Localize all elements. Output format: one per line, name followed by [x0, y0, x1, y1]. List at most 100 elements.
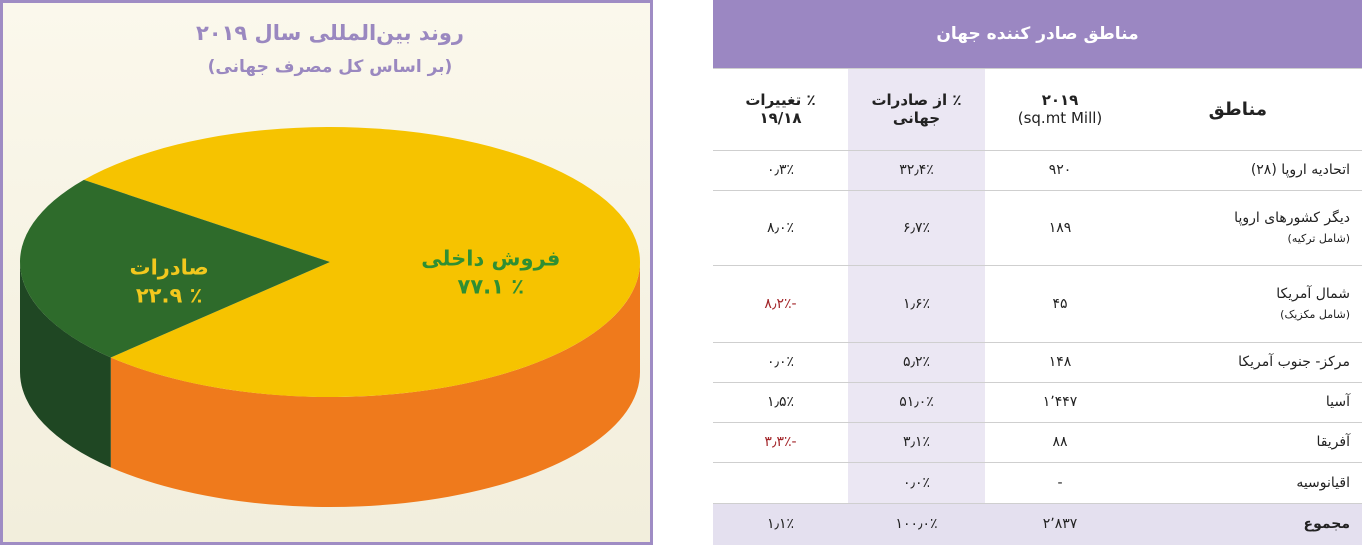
table-cell: دیگر کشورهای اروپا (شامل ترکیه)	[1135, 190, 1362, 265]
table-cell: ۶٫۷٪	[848, 190, 985, 265]
cell-text: ۰٫۰٪	[766, 354, 795, 370]
cell-text: ۱٫۱٪	[766, 516, 795, 532]
cell-text: ۲۰۱۹	[1041, 91, 1079, 109]
chart-title: روند بین‌المللی سال ۲۰۱۹	[196, 21, 464, 45]
table-cell: مجموع	[1135, 503, 1362, 545]
row-divider	[713, 382, 1362, 383]
table-cell	[713, 462, 848, 503]
table-cell: ۳۲٫۴٪	[848, 150, 985, 190]
cell-text: ۵۱٫۰٪	[899, 394, 934, 410]
table-cell: ۸۸	[985, 422, 1135, 462]
row-divider	[713, 503, 1362, 504]
table-cell: ۱٫۶٪	[848, 265, 985, 342]
pie-panel: روند بین‌المللی سال ۲۰۱۹ (بر اساس کل مصر…	[0, 0, 653, 545]
cell-subtext: ۱۹/۱۸	[759, 109, 802, 127]
table-cell: ۳٫۱٪	[848, 422, 985, 462]
table-cell: ٪ از صادرات جهانی	[848, 68, 985, 150]
cell-subtext: (شامل مکزیک)	[1280, 308, 1350, 321]
row-divider	[713, 462, 1362, 463]
slice	[83, 127, 640, 397]
slice-label: فروش داخلی	[421, 246, 560, 270]
cell-text: ۱۰۰٫۰٪	[895, 516, 938, 532]
cell-text: -۳٫۳٪	[764, 434, 797, 450]
cell-text: ۳۲٫۴٪	[899, 162, 934, 178]
cell-text: ۰٫۰٪	[902, 474, 931, 491]
table-cell: ۵٫۲٪	[848, 342, 985, 382]
cell-text: ۱۴۸	[1048, 354, 1072, 370]
table-cell: -۳٫۳٪	[713, 422, 848, 462]
table-cell: -۸٫۲٪	[713, 265, 848, 342]
row-divider	[713, 265, 1362, 266]
cell-text: ۸۸	[1052, 434, 1068, 450]
row-divider	[713, 342, 1362, 343]
cell-text: ۹۲۰	[1048, 162, 1072, 178]
table-cell: آفریقا	[1135, 422, 1362, 462]
table-cell: ۱٬۴۴۷	[985, 382, 1135, 422]
table-cell: ۱٫۵٪	[713, 382, 848, 422]
table-cell: ۰٫۰٪	[713, 342, 848, 382]
table-title-bar: مناطق صادر کننده جهان	[713, 0, 1362, 68]
cell-text: ۲٬۸۳۷	[1042, 516, 1078, 532]
cell-text: دیگر کشورهای اروپا	[1234, 210, 1350, 226]
table-cell: ۹۲۰	[985, 150, 1135, 190]
cell-text: ٪ از صادرات	[871, 91, 962, 109]
row-divider	[713, 68, 1362, 69]
cell-text: ٪ تغییرات	[745, 91, 816, 109]
cell-text: مرکز- جنوب آمریکا	[1238, 354, 1350, 370]
table-cell: -	[985, 462, 1135, 503]
table-cell: اتحادیه اروپا (۲۸)	[1135, 150, 1362, 190]
row-divider	[713, 150, 1362, 151]
slice-value-label: ٪ ۲۲.۹	[136, 284, 203, 308]
table-cell: شمال آمریکا (شامل مکزیک)	[1135, 265, 1362, 342]
slice-side	[110, 262, 641, 507]
slice	[19, 179, 330, 358]
table-cell: ۱٫۱٪	[713, 503, 848, 545]
table-cell: ۱۰۰٫۰٪	[848, 503, 985, 545]
table-cell: ٪ تغییرات ۱۹/۱۸	[713, 68, 848, 150]
slice-side	[20, 262, 111, 468]
table-cell: ۲۰۱۹ (sq.mt Mill)	[985, 68, 1135, 150]
cell-text: ۴۵	[1052, 295, 1068, 312]
cell-text: -	[1057, 474, 1063, 491]
shaded-column	[848, 68, 985, 503]
table-cell: ۰٫۳٪	[713, 150, 848, 190]
table-cell: اقیانوسیه	[1135, 462, 1362, 503]
table-cell: ۱۸۹	[985, 190, 1135, 265]
cell-text: آفریقا	[1316, 434, 1350, 450]
table-cell: مناطق	[1135, 68, 1362, 150]
table-cell: ۴۵	[985, 265, 1135, 342]
table-cell: ۸٫۰٪	[713, 190, 848, 265]
total-row-bg	[713, 503, 1362, 545]
table-cell: ۵۱٫۰٪	[848, 382, 985, 422]
table-cell: آسیا	[1135, 382, 1362, 422]
table: مناطق صادر کننده جهان مناطق ۲۰۱۹ (sq.mt Mil…	[713, 0, 1362, 545]
row-divider	[713, 190, 1362, 191]
cell-text: اقیانوسیه	[1296, 474, 1350, 491]
table-cell: مرکز- جنوب آمریکا	[1135, 342, 1362, 382]
cell-subtext: جهانی	[892, 109, 941, 127]
cell-text: ۱۸۹	[1048, 219, 1072, 236]
cell-text: ۳٫۱٪	[902, 434, 931, 450]
cell-text: مجموع	[1303, 516, 1350, 532]
cell-text: ۵٫۲٪	[902, 354, 931, 370]
chart-subtitle: (بر اساس کل مصرف جهانی)	[208, 57, 453, 77]
cell-text: ۱٫۵٪	[766, 394, 795, 410]
slice-label: صادرات	[129, 256, 208, 280]
table-cell: ۱۴۸	[985, 342, 1135, 382]
cell-text: ۰٫۳٪	[766, 162, 795, 178]
row-divider	[713, 422, 1362, 423]
cell-subtext: (sq.mt Mill)	[1017, 109, 1103, 127]
cell-text: مناطق	[1208, 98, 1267, 120]
cell-subtext: (شامل ترکیه)	[1287, 232, 1350, 245]
cell-text: ۸٫۰٪	[766, 219, 795, 236]
table-cell: ۰٫۰٪	[848, 462, 985, 503]
cell-text: ۶٫۷٪	[902, 219, 931, 236]
cell-text: آسیا	[1325, 394, 1350, 410]
slice-value-label: ٪ ۷۷.۱	[458, 274, 525, 298]
cell-text: شمال آمریکا	[1276, 286, 1350, 302]
table-cell: ۲٬۸۳۷	[985, 503, 1135, 545]
cell-text: -۸٫۲٪	[764, 295, 797, 312]
cell-text: ۱٫۶٪	[902, 295, 931, 312]
cell-text: ۱٬۴۴۷	[1042, 394, 1078, 410]
